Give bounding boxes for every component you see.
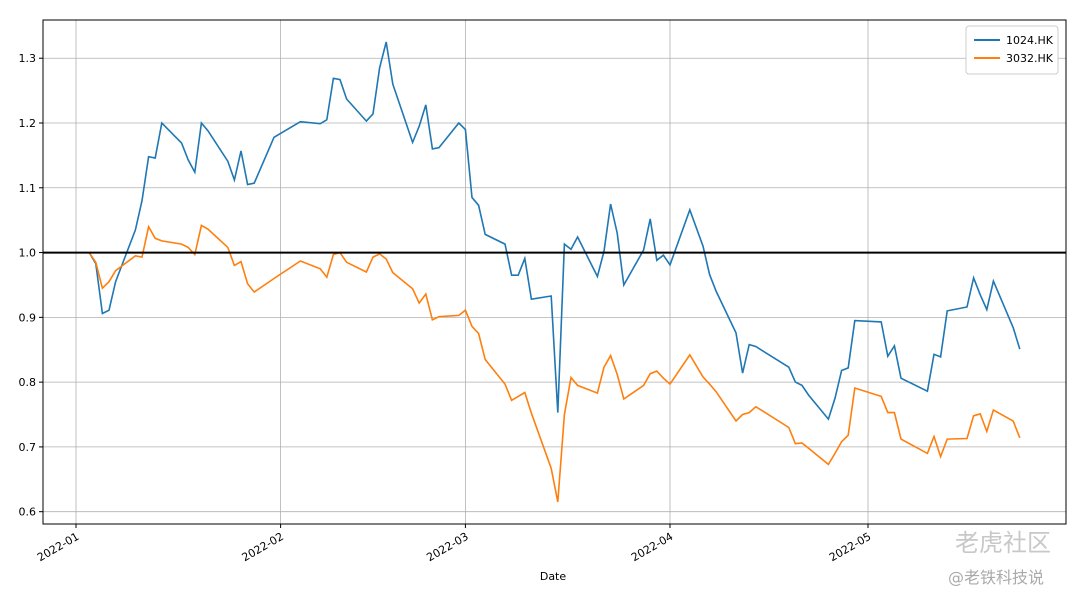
x-axis-label: Date (540, 570, 567, 583)
watermark: 老虎社区 (955, 529, 1051, 557)
y-tick-label: 1.0 (19, 247, 37, 260)
y-tick-label: 1.2 (19, 117, 37, 130)
x-tick-label: 2022-02 (240, 530, 286, 564)
x-tick-label: 2022-05 (827, 530, 873, 564)
x-tick-label: 2022-04 (629, 530, 675, 564)
y-tick-label: 0.7 (19, 441, 37, 454)
y-tick-label: 0.9 (19, 311, 37, 324)
watermark: @老铁科技说 (948, 568, 1044, 587)
y-tick-label: 0.8 (19, 376, 37, 389)
y-tick-label: 1.1 (19, 182, 37, 195)
y-tick-label: 0.6 (19, 506, 37, 519)
plot-frame (42, 19, 1067, 525)
x-tick-label: 2022-01 (35, 530, 81, 564)
x-tick-label: 2022-03 (424, 530, 470, 564)
legend-label: 3032.HK (1006, 52, 1054, 65)
series-line (88, 41, 1021, 421)
series-line (88, 224, 1021, 503)
legend-label: 1024.HK (1006, 34, 1054, 47)
y-tick-label: 1.3 (19, 52, 37, 65)
legend-box (965, 25, 1059, 75)
